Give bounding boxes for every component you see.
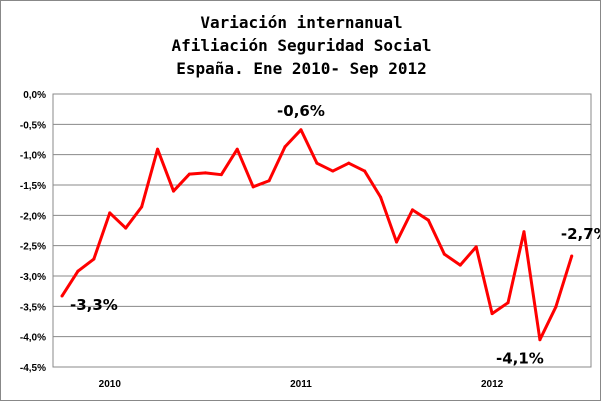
data-point	[187, 172, 191, 176]
x-tick-label: 2012	[481, 379, 504, 390]
x-tick-label: 2011	[290, 379, 312, 390]
y-tick-label: -2,5%	[20, 242, 46, 253]
data-point	[363, 169, 367, 173]
data-point	[570, 254, 574, 258]
data-label: -2,7%	[561, 225, 601, 243]
y-tick-label: -1,5%	[20, 181, 46, 192]
y-tick-label: -4,5%	[20, 363, 46, 374]
data-point	[156, 147, 160, 151]
y-tick-label: -4,0%	[20, 333, 46, 344]
data-point	[315, 161, 319, 165]
y-tick-label: -0,5%	[20, 120, 46, 131]
data-point	[267, 179, 271, 183]
x-tick-label: 2010	[99, 379, 122, 390]
data-point	[395, 240, 399, 244]
data-point	[283, 145, 287, 149]
chart-title-line-3: España. Ene 2010- Sep 2012	[176, 59, 427, 78]
y-tick-label: 0,0%	[23, 90, 46, 101]
data-point	[203, 171, 207, 175]
data-point	[442, 252, 446, 256]
data-point	[490, 312, 494, 316]
data-point	[458, 263, 462, 267]
data-point	[538, 338, 542, 342]
data-point	[410, 208, 414, 212]
data-point	[347, 161, 351, 165]
data-point	[108, 211, 112, 215]
data-point	[426, 218, 430, 222]
data-point	[219, 173, 223, 177]
data-point	[331, 169, 335, 173]
plot-area-border	[52, 93, 592, 368]
y-tick-label: -1,0%	[20, 151, 46, 162]
data-point	[251, 185, 255, 189]
data-point	[172, 189, 176, 193]
y-tick-label: -3,5%	[20, 302, 46, 313]
y-tick-label: -2,0%	[20, 211, 46, 222]
data-point	[92, 257, 96, 261]
y-tick-label: -3,0%	[20, 272, 46, 283]
chart-title-line-1: Variación internanual	[200, 13, 403, 32]
data-point	[235, 147, 239, 151]
data-point	[124, 226, 128, 230]
data-point	[506, 301, 510, 305]
data-point	[474, 245, 478, 249]
data-label: -0,6%	[277, 102, 325, 120]
data-point	[379, 195, 383, 199]
data-point	[140, 205, 144, 209]
series-line	[60, 128, 574, 342]
data-label: -3,3%	[70, 296, 118, 314]
data-point	[60, 294, 64, 298]
chart-title-line-2: Afiliación Seguridad Social	[171, 36, 432, 55]
data-point	[76, 269, 80, 273]
data-point	[522, 230, 526, 234]
data-label: -4,1%	[496, 350, 544, 368]
data-point	[554, 305, 558, 309]
data-point	[299, 128, 303, 132]
